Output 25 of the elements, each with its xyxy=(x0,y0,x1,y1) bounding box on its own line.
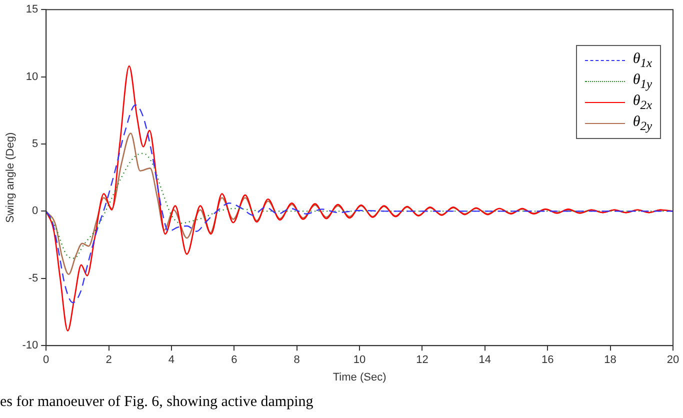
x-tick-label: 0 xyxy=(43,354,50,366)
x-tick-label: 6 xyxy=(231,354,238,366)
y-tick-label: 5 xyxy=(32,138,38,150)
x-tick-label: 12 xyxy=(416,354,428,366)
y-axis-title: Swing angle (Deg) xyxy=(4,132,17,223)
x-tick-label: 2 xyxy=(106,354,112,366)
x-tick-label: 18 xyxy=(604,354,616,366)
text: es for manoeuver of Fig. 6, showing active damping xyxy=(0,394,314,411)
x-tick-label: 4 xyxy=(168,354,175,366)
x-axis-title: Time (Sec) xyxy=(332,371,386,384)
y-tick-label: 10 xyxy=(26,70,38,83)
y-tick-label: -5 xyxy=(28,272,38,284)
y-tick-label: -10 xyxy=(22,340,38,352)
y-tick-label: 15 xyxy=(26,4,38,16)
legend-label: θ$_{1y}$ xyxy=(632,72,652,92)
line-series xyxy=(46,65,673,332)
x-tick-label: 10 xyxy=(353,354,366,366)
x-tick-label: 16 xyxy=(541,354,554,366)
legend-label: θ$_{1x}$ xyxy=(632,50,652,70)
legend-label: θ$_{2x}$ xyxy=(632,92,652,112)
x-tick-label: 20 xyxy=(666,354,680,366)
x-tick-label: 14 xyxy=(478,354,492,366)
y-tick-label: 0 xyxy=(32,205,38,218)
x-tick-label: 8 xyxy=(294,354,300,366)
legend-label: θ$_{2y}$ xyxy=(632,114,652,134)
